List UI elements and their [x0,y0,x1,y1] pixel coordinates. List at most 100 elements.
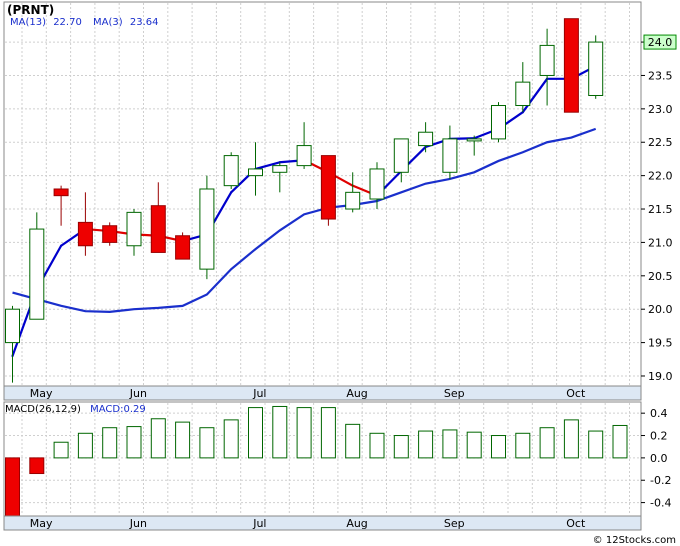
macd-tick-label: 0.2 [650,430,668,443]
price-panel: 19.0 19.5 20.0 20.5 21.0 21.5 22.0 22.5 23.0 23.5… [3,1,677,401]
price-tick-label: 22.5 [648,136,673,149]
price-month-label: Sep [444,387,465,400]
candle-body [150,205,166,253]
candle [539,28,555,106]
macd-tick-label: 0.0 [650,452,668,465]
macd-month-label: Oct [566,517,586,530]
macd-bar [345,423,361,459]
candle [515,62,531,113]
candle-body [296,145,312,167]
macd-legend: MACD(26,12,9) MACD:0.29 [5,404,146,415]
macd-bar [320,407,336,459]
candle [393,138,409,183]
macd-vertical-gridlines [21,403,630,515]
candle-body [29,228,45,320]
macd-month-label: Sep [444,517,465,530]
price-month-label: Aug [346,387,367,400]
price-tick-label: 23.5 [648,69,673,82]
ma3-segment [521,77,549,114]
macd-bar [199,427,215,459]
last-price-box [643,34,677,50]
candle-body [320,155,336,220]
candle [77,192,93,256]
macd-bar [29,457,45,475]
macd-bar [102,427,118,459]
candle [199,175,215,280]
candle [296,122,312,169]
candle-body [223,155,239,187]
price-month-labels: May Jun Jul Aug Sep Oct [30,387,586,400]
macd-bar [5,457,20,517]
candle-body [442,138,458,173]
candle [563,18,579,113]
macd-bar [563,419,579,459]
legend-ma13-label: MA(13) [10,17,46,28]
candle-body [563,18,579,113]
macd-panel: 0.4 0.2 0.0 -0.2 -0.4 MACD(26,12,9) MACD:0.2… [3,401,671,531]
macd-value: MACD:0.29 [90,404,146,415]
price-tick-label: 21.0 [648,236,673,249]
candle-body [466,138,482,142]
macd-month-label: Jul [252,517,266,530]
macd-bar [150,418,166,459]
macd-bar [248,407,263,459]
macd-tick-label: -0.4 [650,497,671,510]
macd-bar [77,432,93,459]
candle [175,232,191,260]
candle [126,209,142,256]
candle [5,305,20,383]
macd-bar [515,432,531,459]
candle-body [102,225,118,243]
legend-ma13-value: 22.70 [53,17,82,28]
price-tick-label: 19.0 [648,370,673,383]
macd-bar [442,429,458,459]
macd-bar [588,430,604,459]
macd-bar [491,435,506,459]
price-tick-label: 20.0 [648,303,673,316]
price-month-label: Jul [252,387,266,400]
candle [272,162,288,193]
macd-month-labels: May Jun Jul Aug Sep Oct [30,517,586,530]
candle [466,135,482,156]
candle-body [393,138,409,173]
macd-bar [418,430,434,459]
footer-credit: © 12Stocks.com [593,535,676,546]
candle-body [77,221,93,247]
macd-bar [175,421,191,459]
candle-body [588,41,604,96]
price-tick-label: 20.5 [648,270,673,283]
candle-body [369,168,385,200]
price-tick-label: 19.5 [648,337,673,350]
candle-body [199,188,215,270]
candle [150,182,166,253]
price-month-label: Oct [566,387,586,400]
macd-bar [466,431,482,459]
candle [345,172,361,213]
macd-bar [272,405,288,459]
candle [491,102,506,143]
last-price-label: 24.0 [648,36,673,49]
candle-body [175,235,191,260]
ma3-segment [254,161,281,171]
macd-bar [393,435,409,459]
macd-bar [369,432,385,459]
chart-legend: MA(13) 22.70 MA(3) 23.64 [10,17,158,28]
candle [369,162,385,210]
macd-axis-ticks: 0.4 0.2 0.0 -0.2 -0.4 [641,407,671,510]
candle [588,35,604,99]
candle [442,125,458,179]
candle-body [515,81,531,107]
macd-bar [126,426,142,459]
price-month-label: May [30,387,53,400]
macd-bar [296,407,312,459]
price-axis-ticks: 19.0 19.5 20.0 20.5 21.0 21.5 22.0 22.5 23.0 23.5 [641,41,673,383]
candle-body [126,211,142,247]
last-price-marker: 24.0 [643,34,677,50]
macd-tick-label: -0.2 [650,474,671,487]
legend-ma3-label: MA(3) [93,17,123,28]
chart-title: (PRNT) [7,3,54,17]
macd-bars [5,405,628,517]
macd-bar [223,419,239,459]
price-tick-label: 21.5 [648,203,673,216]
macd-month-label: May [30,517,53,530]
